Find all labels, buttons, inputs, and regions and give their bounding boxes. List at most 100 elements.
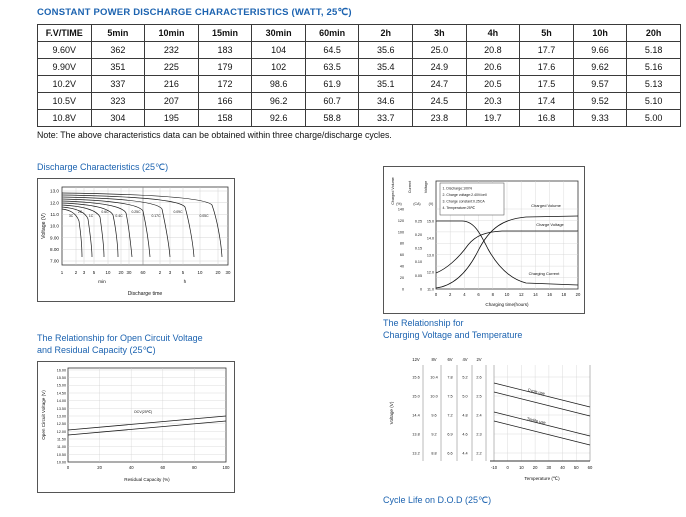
x-tick-label: 10 xyxy=(505,292,510,297)
table-cell: 207 xyxy=(144,92,199,110)
scale-tick: 15.6 xyxy=(412,376,419,380)
y-tick-label: 40 xyxy=(400,265,404,269)
row-header: 10.5V xyxy=(37,92,92,110)
y-tick-label: 11.00 xyxy=(57,445,66,449)
table-cell: 9.33 xyxy=(572,109,628,127)
x-tick-label: 1 xyxy=(61,270,64,275)
x-tick-label: 5 xyxy=(182,270,185,275)
table-row: 9.60V 362 232 183 104 64.5 35.6 25.0 20.8 17.7 9.6… xyxy=(37,41,681,59)
table-cell: 35.4 xyxy=(358,58,414,76)
column-header: 20h xyxy=(626,24,681,42)
table-cell: 158 xyxy=(197,109,253,127)
scale-tick: 6.6 xyxy=(447,452,452,456)
x-tick-label: 30 xyxy=(547,465,552,470)
y-tick-label: 13.0 xyxy=(427,253,434,257)
x-tick-label: 10 xyxy=(106,270,111,275)
y-tick-label: 15.00 xyxy=(57,384,66,388)
column-header: F.V/TIME xyxy=(37,24,92,42)
cycle-use-band xyxy=(493,382,591,417)
charge-voltage-curve xyxy=(435,230,578,274)
x-tick-label: 30 xyxy=(127,270,132,275)
column-header: 15min xyxy=(197,24,253,42)
x-tick-label: 20 xyxy=(97,465,102,470)
y-tick-label: 14.0 xyxy=(427,236,434,240)
axis-unit: (CA) xyxy=(413,202,420,206)
table-cell: 64.5 xyxy=(304,41,360,59)
charging-current-curve xyxy=(436,220,579,286)
row-header: 10.2V xyxy=(37,75,92,93)
row-header: 9.90V xyxy=(37,58,92,76)
scale-header: 12V xyxy=(412,357,420,362)
column-header: 3h xyxy=(412,24,467,42)
table-cell: 96.2 xyxy=(251,92,306,110)
curve-label: 0.05C xyxy=(199,214,209,218)
y-axis-title: Voltage (V) xyxy=(41,213,47,239)
x-tick-label: 18 xyxy=(561,292,566,297)
x-tick-label: 0 xyxy=(435,292,438,297)
table-cell: 92.6 xyxy=(251,109,306,127)
table-cell: 17.6 xyxy=(519,58,574,76)
x-tick-label: 10 xyxy=(198,270,203,275)
curve-label: 0.25C xyxy=(131,210,141,214)
table-cell: 17.5 xyxy=(519,75,574,93)
column-header: 4h xyxy=(465,24,521,42)
table-cell: 104 xyxy=(251,41,306,59)
column-header: 10min xyxy=(144,24,199,42)
table-cell: 24.9 xyxy=(412,58,467,76)
ocv-residual-capacity-figure: 16.00 15.50 15.00 14.50 14.00 13.50 13.00 12.50… xyxy=(37,361,235,493)
table-cell: 17.7 xyxy=(519,41,574,59)
axis-unit: (%) xyxy=(396,202,401,206)
band-label: Cycle use xyxy=(527,387,546,396)
axis-unit: (V) xyxy=(429,202,434,206)
legend-line: 3. Charge constant:0.25CA xyxy=(443,200,486,204)
y-tick-label: 10.0 xyxy=(50,224,59,229)
x-unit-label: min xyxy=(98,279,106,285)
scale-tick: 13.8 xyxy=(412,433,419,437)
y-tick-label: 14.50 xyxy=(57,391,66,395)
table-cell: 16.8 xyxy=(519,109,574,127)
row-header: 10.8V xyxy=(37,109,92,127)
table-cell: 19.7 xyxy=(465,109,521,127)
y-tick-label: 12.50 xyxy=(57,422,66,426)
plot-sides xyxy=(493,365,591,461)
scale-tick: 10.4 xyxy=(430,376,437,380)
legend-line: 4. Temperature:25℃ xyxy=(443,206,476,210)
table-cell: 60.7 xyxy=(304,92,360,110)
x-tick-label: 20 xyxy=(119,270,124,275)
x-tick-label: 30 xyxy=(226,270,231,275)
curve-label: OCV(25℃) xyxy=(134,410,152,414)
v-gridlines xyxy=(75,187,219,265)
h-gridlines xyxy=(494,376,590,454)
y-tick-label: 140 xyxy=(398,207,404,211)
x-axis-title: Discharge time xyxy=(128,291,163,297)
y-tick-label: 10.50 xyxy=(57,453,66,457)
charged-volume-curve xyxy=(435,215,579,289)
y-tick-label: 80 xyxy=(400,242,404,246)
y-tick-label: 13.50 xyxy=(57,407,66,411)
scale-tick: 2.6 xyxy=(476,376,481,380)
charging-voltage-temperature-figure: 12V 8V 6V 4V 2V 15.6 10.4 7.8 5.2 2.6 15.0 10.0 7.5 5… xyxy=(386,349,598,485)
y-tick-label: 0.05 xyxy=(415,274,422,278)
x-tick-label: 12 xyxy=(519,292,524,297)
table-row: 10.8V 304 195 158 92.6 58.8 33.7 23.8 19.7 16.8 9.… xyxy=(37,109,681,127)
scale-axes xyxy=(422,365,487,461)
y-tick-label: 11.50 xyxy=(57,437,66,441)
curve-label: 0.17C xyxy=(151,214,161,218)
scale-tick: 10.0 xyxy=(430,395,437,399)
table-cell: 183 xyxy=(197,41,253,59)
scale-tick: 7.8 xyxy=(447,376,452,380)
band-label: Trickle use xyxy=(526,416,547,425)
legend-line: 1. Discharge:100% xyxy=(443,187,473,191)
x-tick-label: 14 xyxy=(533,292,538,297)
y-tick-label: 8.00 xyxy=(50,247,59,252)
y-tick-label: 9.00 xyxy=(50,235,59,240)
table-cell: 35.6 xyxy=(358,41,414,59)
table-body: 9.60V 362 232 183 104 64.5 35.6 25.0 20.8 17.7 9.6… xyxy=(37,41,681,127)
x-axis-title: Residual Capacity (%) xyxy=(124,477,170,482)
table-cell: 61.9 xyxy=(304,75,360,93)
y-tick-label: 100 xyxy=(398,230,404,234)
y-tick-label: 10.00 xyxy=(57,460,66,464)
table-row: 10.2V 337 216 172 98.6 61.9 35.1 24.7 20.5 17.5 9.… xyxy=(37,75,681,93)
y-tick-label: 0.20 xyxy=(415,233,422,237)
